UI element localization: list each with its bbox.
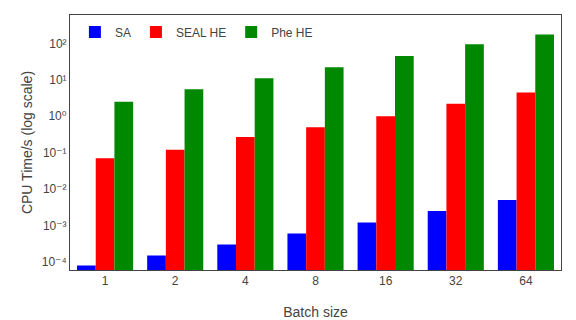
svg-text:4: 4 (242, 274, 249, 288)
svg-text:32: 32 (449, 274, 463, 288)
svg-text:64: 64 (519, 274, 533, 288)
svg-text:10⁰: 10⁰ (48, 109, 66, 123)
svg-text:2: 2 (172, 274, 179, 288)
svg-text:10²: 10² (49, 37, 66, 51)
svg-text:8: 8 (312, 274, 319, 288)
svg-text:10⁻²: 10⁻² (43, 182, 67, 196)
svg-text:10⁻⁴: 10⁻⁴ (42, 255, 67, 269)
svg-text:SEAL HE: SEAL HE (176, 26, 226, 40)
svg-text:10⁻³: 10⁻³ (43, 219, 67, 233)
svg-text:16: 16 (379, 274, 393, 288)
svg-text:10¹: 10¹ (49, 73, 66, 87)
svg-text:1: 1 (102, 274, 109, 288)
svg-text:Batch size: Batch size (283, 304, 348, 320)
svg-text:10⁻¹: 10⁻¹ (43, 146, 67, 160)
svg-text:SA: SA (115, 26, 131, 40)
svg-text:Phe HE: Phe HE (271, 26, 312, 40)
svg-text:CPU Time/s (log scale): CPU Time/s (log scale) (19, 71, 35, 214)
